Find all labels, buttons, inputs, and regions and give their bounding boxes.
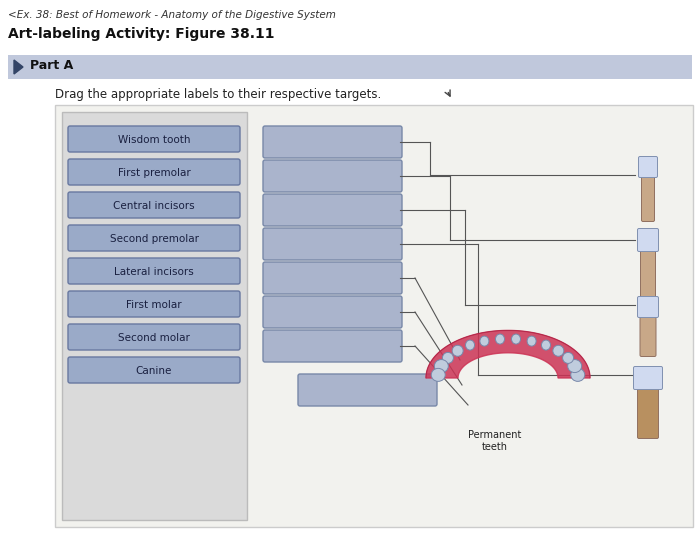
FancyBboxPatch shape xyxy=(263,194,402,226)
FancyBboxPatch shape xyxy=(68,291,240,317)
FancyBboxPatch shape xyxy=(638,157,657,177)
Text: First molar: First molar xyxy=(126,300,182,310)
Bar xyxy=(55,105,693,527)
Text: Lateral incisors: Lateral incisors xyxy=(114,267,194,277)
Text: <Ex. 38: Best of Homework - Anatomy of the Digestive System: <Ex. 38: Best of Homework - Anatomy of t… xyxy=(8,10,336,20)
FancyBboxPatch shape xyxy=(263,160,402,192)
Ellipse shape xyxy=(553,345,564,356)
Ellipse shape xyxy=(542,340,550,350)
Ellipse shape xyxy=(512,334,521,344)
FancyBboxPatch shape xyxy=(263,126,402,158)
FancyBboxPatch shape xyxy=(634,367,662,390)
Text: Wisdom tooth: Wisdom tooth xyxy=(118,135,190,145)
FancyBboxPatch shape xyxy=(263,228,402,260)
Ellipse shape xyxy=(570,368,584,382)
FancyBboxPatch shape xyxy=(298,374,437,406)
Text: Second molar: Second molar xyxy=(118,333,190,343)
Ellipse shape xyxy=(480,336,489,346)
FancyBboxPatch shape xyxy=(640,314,656,356)
FancyBboxPatch shape xyxy=(68,258,240,284)
Bar xyxy=(8,55,692,79)
Text: Second premolar: Second premolar xyxy=(109,234,199,244)
Ellipse shape xyxy=(563,352,573,363)
Ellipse shape xyxy=(496,334,505,344)
FancyBboxPatch shape xyxy=(68,192,240,218)
FancyBboxPatch shape xyxy=(68,126,240,152)
Text: Central incisors: Central incisors xyxy=(113,201,195,211)
Polygon shape xyxy=(426,330,590,378)
FancyBboxPatch shape xyxy=(263,262,402,294)
Text: Part A: Part A xyxy=(30,59,74,72)
Polygon shape xyxy=(14,60,23,74)
Ellipse shape xyxy=(452,345,463,356)
FancyBboxPatch shape xyxy=(263,296,402,328)
Ellipse shape xyxy=(466,340,475,350)
Text: Canine: Canine xyxy=(136,366,172,376)
FancyBboxPatch shape xyxy=(641,174,654,221)
Text: Art-labeling Activity: Figure 38.11: Art-labeling Activity: Figure 38.11 xyxy=(8,27,274,41)
FancyBboxPatch shape xyxy=(638,296,659,317)
Ellipse shape xyxy=(442,352,454,363)
FancyBboxPatch shape xyxy=(638,385,659,438)
FancyBboxPatch shape xyxy=(263,330,402,362)
Text: Permanent
teeth: Permanent teeth xyxy=(468,430,522,452)
FancyBboxPatch shape xyxy=(68,159,240,185)
FancyBboxPatch shape xyxy=(638,228,659,251)
Text: First premolar: First premolar xyxy=(118,168,190,178)
Ellipse shape xyxy=(527,336,536,346)
Ellipse shape xyxy=(434,360,448,373)
Ellipse shape xyxy=(568,360,582,373)
FancyBboxPatch shape xyxy=(68,357,240,383)
Ellipse shape xyxy=(431,368,445,382)
FancyBboxPatch shape xyxy=(68,225,240,251)
Text: Drag the appropriate labels to their respective targets.: Drag the appropriate labels to their res… xyxy=(55,88,382,101)
FancyBboxPatch shape xyxy=(68,324,240,350)
FancyBboxPatch shape xyxy=(640,248,655,299)
Bar xyxy=(62,112,247,520)
